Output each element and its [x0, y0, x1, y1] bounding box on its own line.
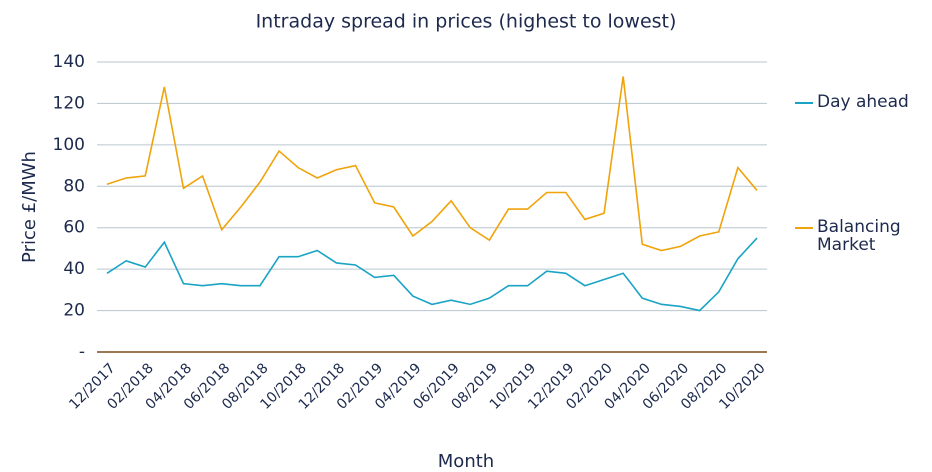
y-tick-label: 100	[53, 135, 85, 155]
y-tick-label: 80	[63, 176, 85, 196]
y-tick-label: 120	[53, 93, 85, 113]
chart-title: Intraday spread in prices (highest to lo…	[256, 11, 677, 33]
y-tick-label: -	[79, 342, 85, 362]
y-tick-label: 60	[63, 218, 85, 238]
y-tick-label: 40	[63, 259, 85, 279]
legend-label: Balancing Market	[817, 217, 901, 255]
y-tick-label: 140	[53, 52, 85, 72]
line-series	[106, 237, 758, 312]
line-series	[106, 76, 758, 252]
legend-label: Day ahead	[817, 92, 909, 112]
x-axis-label: Month	[438, 451, 494, 472]
y-axis-label: Price £/MWh	[19, 151, 40, 263]
y-tick-label: 20	[63, 301, 85, 321]
